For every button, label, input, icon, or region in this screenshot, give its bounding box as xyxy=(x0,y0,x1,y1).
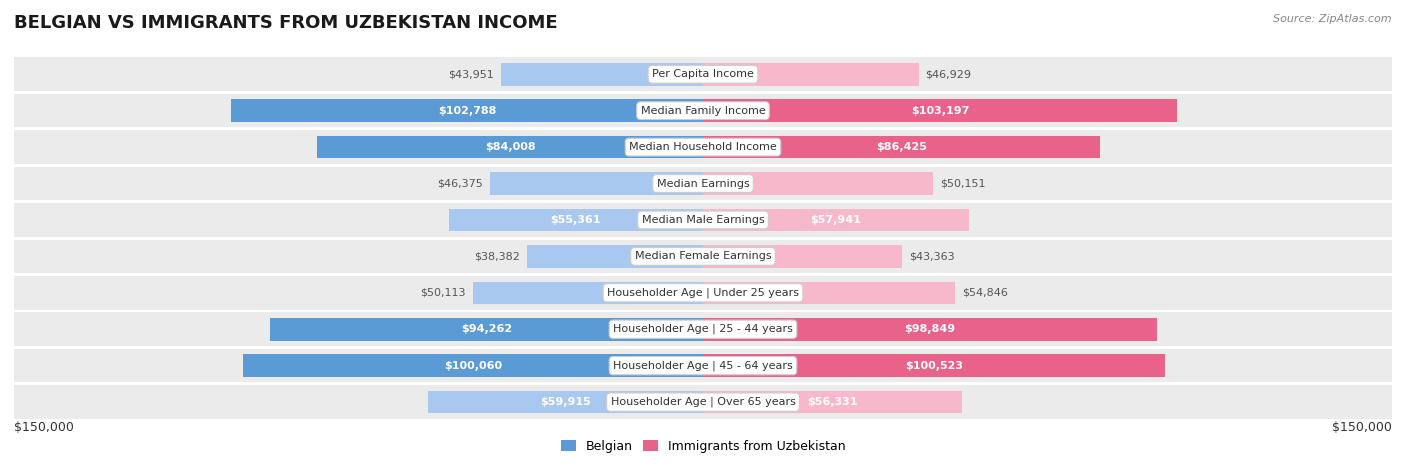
Bar xyxy=(14,203,1392,237)
Bar xyxy=(449,209,703,231)
Text: Source: ZipAtlas.com: Source: ZipAtlas.com xyxy=(1274,14,1392,24)
Bar xyxy=(427,391,703,413)
Bar xyxy=(703,136,1099,158)
Text: Median Female Earnings: Median Female Earnings xyxy=(634,251,772,262)
Bar xyxy=(14,276,1392,310)
Bar xyxy=(703,209,969,231)
Text: $50,113: $50,113 xyxy=(420,288,465,298)
Text: $43,363: $43,363 xyxy=(910,251,955,262)
Bar xyxy=(501,63,703,85)
Text: $43,951: $43,951 xyxy=(449,69,495,79)
Text: Householder Age | Under 25 years: Householder Age | Under 25 years xyxy=(607,288,799,298)
Text: Median Household Income: Median Household Income xyxy=(628,142,778,152)
Bar xyxy=(231,99,703,122)
Bar xyxy=(703,318,1157,340)
Legend: Belgian, Immigrants from Uzbekistan: Belgian, Immigrants from Uzbekistan xyxy=(555,435,851,458)
Bar xyxy=(14,167,1392,200)
Bar xyxy=(472,282,703,304)
Text: $59,915: $59,915 xyxy=(540,397,591,407)
Bar xyxy=(527,245,703,268)
Text: $150,000: $150,000 xyxy=(14,421,75,434)
Text: $94,262: $94,262 xyxy=(461,324,512,334)
Bar xyxy=(703,172,934,195)
Text: $50,151: $50,151 xyxy=(941,178,986,189)
Bar xyxy=(703,391,962,413)
Text: $100,060: $100,060 xyxy=(444,361,502,371)
Text: Median Earnings: Median Earnings xyxy=(657,178,749,189)
Bar xyxy=(703,63,918,85)
Text: $86,425: $86,425 xyxy=(876,142,927,152)
Text: $103,197: $103,197 xyxy=(911,106,969,116)
Text: $84,008: $84,008 xyxy=(485,142,536,152)
Bar xyxy=(14,312,1392,346)
Text: $100,523: $100,523 xyxy=(905,361,963,371)
Text: $38,382: $38,382 xyxy=(474,251,520,262)
Text: $57,941: $57,941 xyxy=(811,215,862,225)
Text: Per Capita Income: Per Capita Income xyxy=(652,69,754,79)
Bar xyxy=(703,245,903,268)
Text: $150,000: $150,000 xyxy=(1331,421,1392,434)
Bar xyxy=(491,172,703,195)
Text: Median Male Earnings: Median Male Earnings xyxy=(641,215,765,225)
Text: Median Family Income: Median Family Income xyxy=(641,106,765,116)
Text: Householder Age | Over 65 years: Householder Age | Over 65 years xyxy=(610,397,796,407)
Text: $54,846: $54,846 xyxy=(962,288,1008,298)
Bar xyxy=(14,240,1392,273)
Bar xyxy=(14,57,1392,91)
Bar xyxy=(703,282,955,304)
Text: $46,929: $46,929 xyxy=(925,69,972,79)
Text: $55,361: $55,361 xyxy=(551,215,602,225)
Bar xyxy=(14,385,1392,419)
Bar xyxy=(14,349,1392,382)
Text: BELGIAN VS IMMIGRANTS FROM UZBEKISTAN INCOME: BELGIAN VS IMMIGRANTS FROM UZBEKISTAN IN… xyxy=(14,14,558,32)
Bar xyxy=(14,94,1392,127)
Text: Householder Age | 45 - 64 years: Householder Age | 45 - 64 years xyxy=(613,361,793,371)
Bar xyxy=(14,130,1392,164)
Text: $46,375: $46,375 xyxy=(437,178,484,189)
Text: $98,849: $98,849 xyxy=(904,324,956,334)
Bar xyxy=(703,99,1177,122)
Text: $56,331: $56,331 xyxy=(807,397,858,407)
Text: Householder Age | 25 - 44 years: Householder Age | 25 - 44 years xyxy=(613,324,793,334)
Bar xyxy=(243,354,703,377)
Bar xyxy=(318,136,703,158)
Text: $102,788: $102,788 xyxy=(437,106,496,116)
Bar xyxy=(270,318,703,340)
Bar xyxy=(703,354,1164,377)
